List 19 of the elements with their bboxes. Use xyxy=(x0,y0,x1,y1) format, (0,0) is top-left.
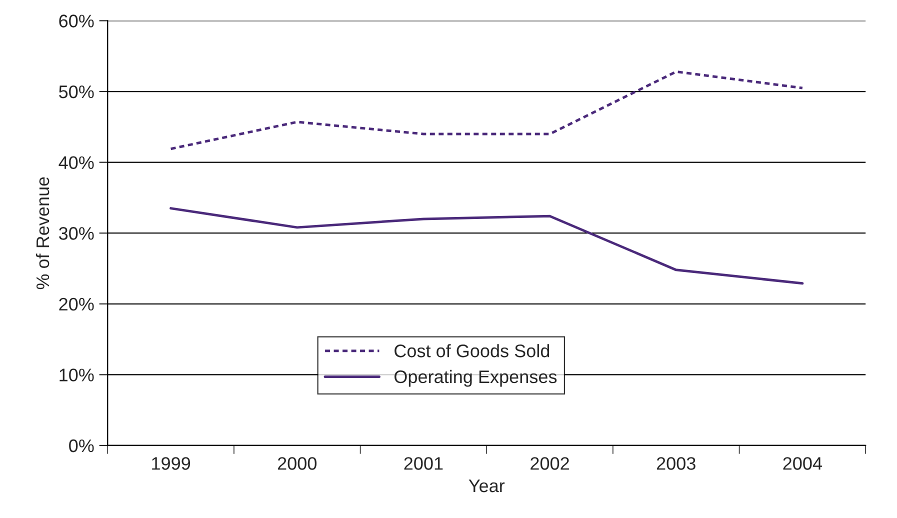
x-tick-label: 2000 xyxy=(278,457,317,470)
line-series xyxy=(170,207,804,285)
y-tick-label: 0% xyxy=(69,439,94,452)
x-tick-label: 2003 xyxy=(656,457,696,470)
legend-label: Operating Expenses xyxy=(394,370,557,387)
y-tick-label: 20% xyxy=(59,298,94,311)
line-series xyxy=(170,70,804,150)
y-tick-label: 50% xyxy=(59,85,94,98)
y-tick-label: 10% xyxy=(60,368,94,382)
x-tick-label: 2002 xyxy=(530,457,569,470)
legend-label: Cost of Goods Sold xyxy=(394,344,550,358)
x-axis-title: Year xyxy=(468,480,505,492)
y-tick-label: 30% xyxy=(58,227,94,240)
y-tick-label: 40% xyxy=(58,156,94,170)
y-tick-label: 60% xyxy=(59,14,94,28)
x-tick-label: 2001 xyxy=(404,457,443,470)
x-tick-label: 2004 xyxy=(783,457,822,470)
x-tick-label: 1999 xyxy=(152,457,190,470)
y-axis-title: % of Revenue xyxy=(36,177,50,290)
